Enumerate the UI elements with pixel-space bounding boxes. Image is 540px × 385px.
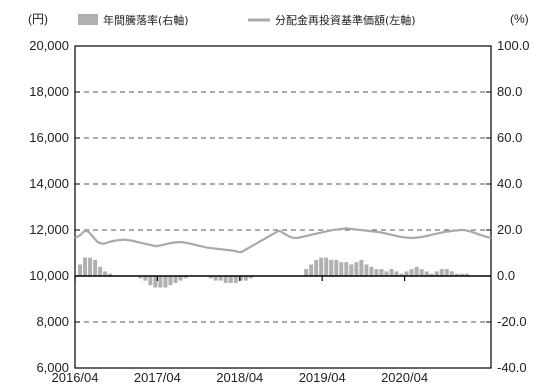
x-tick-label: 2019/04	[299, 370, 346, 385]
left-tick-label: 16,000	[29, 130, 69, 145]
left-tick-label: 18,000	[29, 84, 69, 99]
left-tick-label: 10,000	[29, 268, 69, 283]
bar	[344, 262, 349, 276]
bar	[389, 269, 394, 276]
line-series	[74, 227, 492, 254]
bar	[314, 259, 319, 276]
bar	[83, 257, 88, 276]
bar	[103, 271, 108, 276]
left-unit-label: (円)	[28, 12, 48, 26]
bar	[248, 276, 253, 279]
bar	[369, 266, 374, 276]
bar	[464, 273, 469, 276]
bar	[374, 269, 379, 276]
legend: (円) 年間騰落率(右軸) 分配金再投資基準価額(左軸) (%)	[28, 12, 529, 27]
bar	[93, 259, 98, 276]
plot-frame	[74, 45, 492, 369]
right-tick-label: 60.0	[497, 130, 522, 145]
legend-line-label: 分配金再投資基準価額(左軸)	[275, 13, 416, 27]
bar	[394, 271, 399, 276]
bar	[218, 276, 223, 281]
bar	[304, 269, 309, 276]
bar	[178, 276, 183, 281]
right-tick-label: 100.0	[497, 38, 530, 53]
left-tick-label: 6,000	[36, 360, 69, 375]
bar	[429, 273, 434, 276]
bar	[324, 257, 329, 276]
bar	[233, 276, 238, 283]
bar	[399, 273, 404, 276]
bar	[213, 276, 218, 281]
bar	[163, 276, 168, 288]
bar	[88, 257, 93, 276]
x-tick-label: 2020/04	[381, 370, 428, 385]
bar	[223, 276, 228, 283]
right-tick-label: 40.0	[497, 176, 522, 191]
line-path	[74, 227, 492, 254]
legend-bar-label: 年間騰落率(右軸)	[103, 13, 189, 27]
bar	[364, 264, 369, 276]
left-tick-label: 12,000	[29, 222, 69, 237]
bar	[419, 269, 424, 276]
bar	[138, 276, 143, 279]
bar	[359, 259, 364, 276]
x-axis: 2016/04 2017/04 2018/04 2019/04 2020/04	[52, 276, 428, 385]
bar	[168, 276, 173, 286]
x-tick-label: 2016/04	[52, 370, 99, 385]
right-unit-label: (%)	[510, 12, 529, 26]
x-tick-label: 2018/04	[216, 370, 263, 385]
bar	[454, 273, 459, 276]
right-tick-label: -40.0	[497, 360, 527, 375]
bar	[439, 269, 444, 276]
x-tick-label: 2017/04	[134, 370, 181, 385]
bar	[379, 269, 384, 276]
left-tick-label: 8,000	[36, 314, 69, 329]
bar-series	[78, 257, 469, 288]
bar	[409, 269, 414, 276]
bar	[228, 276, 233, 283]
left-axis: 6,000 8,000 10,000 12,000 14,000 16,000 18,000…	[29, 38, 80, 375]
bar	[404, 271, 409, 276]
bar	[444, 269, 449, 276]
right-tick-label: 0.0	[497, 268, 515, 283]
bar	[334, 259, 339, 276]
bar	[243, 276, 248, 281]
bar	[329, 259, 334, 276]
bar	[153, 276, 158, 288]
bar	[108, 273, 113, 276]
grid	[75, 91, 491, 323]
left-tick-label: 20,000	[29, 38, 69, 53]
bar	[143, 276, 148, 281]
bar	[98, 266, 103, 276]
bar	[238, 276, 243, 281]
bar	[173, 276, 178, 283]
bar	[158, 276, 163, 288]
bar	[349, 264, 354, 276]
bar	[354, 262, 359, 276]
bar	[208, 276, 213, 279]
legend-bar-swatch	[78, 14, 98, 25]
right-axis: -40.0 -20.0 0.0 20.0 40.0 60.0 80.0 100.0	[486, 38, 530, 375]
bar	[434, 271, 439, 276]
bar	[78, 264, 83, 276]
left-tick-label: 14,000	[29, 176, 69, 191]
bar	[424, 271, 429, 276]
bar	[319, 257, 324, 276]
bar	[449, 271, 454, 276]
bar	[459, 273, 464, 276]
right-tick-label: 80.0	[497, 84, 522, 99]
bar	[339, 262, 344, 276]
bar	[148, 276, 153, 286]
bar	[414, 266, 419, 276]
bar	[384, 271, 389, 276]
bar	[309, 264, 314, 276]
bar	[183, 276, 188, 279]
right-tick-label: 20.0	[497, 222, 522, 237]
right-tick-label: -20.0	[497, 314, 527, 329]
